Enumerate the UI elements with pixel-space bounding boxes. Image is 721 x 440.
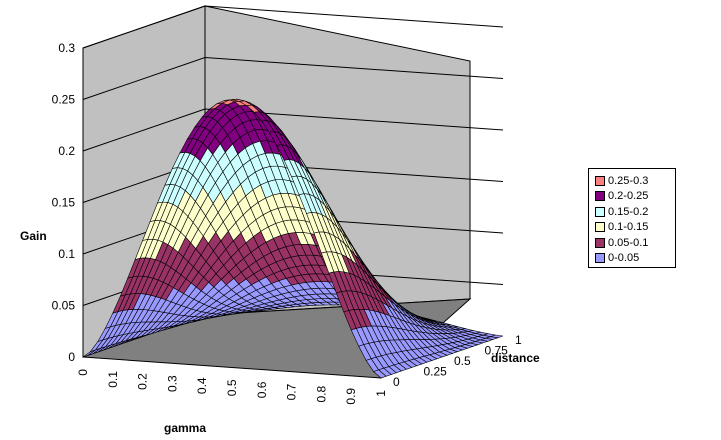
x-tick-label: 0.3: [165, 375, 179, 392]
y-axis-title: distance: [491, 351, 540, 365]
x-tick-label: 0.9: [344, 388, 358, 405]
legend-item: 0.15-0.2: [595, 204, 675, 220]
legend-label: 0-0.05: [608, 252, 640, 265]
x-tick-label: 0.4: [195, 377, 209, 394]
legend-swatch: [595, 206, 605, 217]
z-tick-label: 0.15: [52, 196, 76, 210]
z-tick-label: 0.1: [58, 247, 75, 261]
x-tick-label: 0.5: [225, 379, 239, 396]
x-tick-label: 0.7: [285, 383, 299, 400]
y-tick-label: 1: [515, 333, 522, 347]
legend-label: 0.2-0.25: [608, 190, 649, 203]
y-tick-label: 0.25: [424, 365, 448, 379]
legend-swatch: [595, 191, 605, 202]
z-tick-label: 0.3: [58, 41, 75, 55]
surface-cell: [373, 369, 387, 379]
z-axis-title: Gain: [20, 229, 47, 243]
legend-item: 0.1-0.15: [595, 220, 675, 236]
legend-swatch: [595, 222, 605, 233]
x-axis-title: gamma: [164, 421, 206, 435]
gridline-0.2: [82, 108, 504, 152]
legend-item: 0.2-0.25: [595, 189, 675, 205]
tick-labels: 0 0.05 0.1 0.15 0.2 0.25 0.3 0 0.1 0.2 0.3 0.4 0.5 0.…: [52, 41, 522, 405]
z-tick-label: 0.05: [52, 299, 76, 313]
y-tick-label: 0: [393, 375, 400, 389]
z-tick-label: 0.2: [58, 144, 75, 158]
legend-label: 0.1-0.15: [608, 221, 649, 234]
z-tick-label: 0: [68, 350, 75, 364]
x-tick-label: 0: [76, 369, 90, 376]
legend-swatch: [595, 253, 605, 264]
x-tick-label: 0.8: [314, 385, 328, 402]
legend-label: 0.15-0.2: [608, 205, 649, 218]
legend-item: 0.25-0.3: [595, 173, 675, 189]
x-tick-label: 1: [374, 390, 388, 397]
gridline-0.25: [82, 56, 504, 100]
x-tick-label: 0.1: [106, 371, 120, 388]
legend-swatch: [595, 175, 605, 186]
x-tick-label: 0.2: [136, 373, 150, 390]
legend: 0.25-0.3 0.2-0.25 0.15-0.2 0.1-0.15 0.05-0.1…: [588, 168, 676, 268]
y-tick-label: 0.5: [454, 354, 471, 368]
gridline-0.3: [82, 5, 504, 49]
legend-label: 0.05-0.1: [608, 236, 649, 249]
z-tick-label: 0.25: [52, 93, 76, 107]
y-tick-label: 0.75: [485, 344, 509, 358]
legend-label: 0.25-0.3: [608, 174, 649, 187]
legend-swatch: [595, 237, 605, 248]
gain-surface: [82, 98, 504, 379]
legend-item: 0.05-0.1: [595, 235, 675, 251]
legend-item: 0-0.05: [595, 251, 675, 267]
x-tick-label: 0.6: [255, 381, 269, 398]
